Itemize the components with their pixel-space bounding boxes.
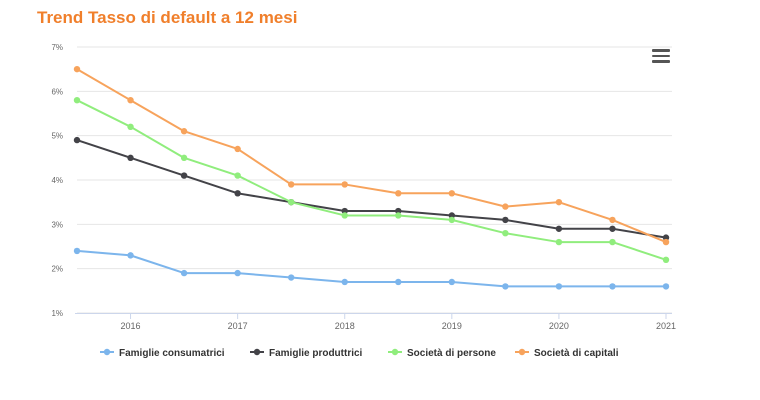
data-point: [448, 190, 456, 197]
data-point: [395, 212, 402, 219]
series-line: [76, 99, 667, 261]
axes: 1% 2% 3% 4% 5% 6% 7% 2016 2017 2018 2019 2020 2021: [51, 43, 676, 331]
series-line: [76, 139, 667, 239]
data-point: [180, 269, 188, 277]
data-point: [234, 145, 241, 153]
data-point: [73, 97, 81, 104]
data-point: [287, 274, 295, 281]
data-point: [609, 216, 616, 224]
data-point: [127, 154, 134, 162]
data-point: [127, 123, 134, 130]
y-tick-label: 5%: [51, 132, 63, 141]
x-tick-label: 2017: [228, 321, 248, 331]
data-point: [127, 252, 134, 259]
data-point: [448, 212, 456, 219]
y-tick-label: 4%: [51, 176, 63, 185]
data-point: [662, 238, 670, 246]
data-point: [395, 278, 402, 286]
y-tick-label: 3%: [51, 220, 63, 229]
data-point: [341, 181, 348, 188]
data-point: [234, 269, 241, 277]
data-point: [341, 278, 348, 286]
x-tick-label: 2020: [549, 321, 569, 331]
legend-symbol-marker: [391, 348, 399, 356]
data-point: [234, 172, 241, 179]
data-point: [73, 65, 81, 73]
data-point: [73, 136, 81, 144]
y-tick-label: 2%: [51, 265, 63, 274]
x-tick-label: 2016: [121, 321, 141, 331]
data-point: [448, 278, 456, 286]
y-tick-label: 1%: [51, 309, 63, 318]
data-point: [502, 216, 509, 224]
chart-title: Trend Tasso di default a 12 mesi: [37, 8, 298, 27]
data-point: [502, 230, 509, 237]
data-point: [341, 212, 348, 219]
data-point: [127, 97, 134, 104]
series-line: [76, 249, 666, 288]
data-point: [180, 154, 188, 162]
legend-item-label: Società di capitali: [534, 348, 619, 359]
data-point: [662, 234, 670, 241]
data-point: [287, 181, 295, 188]
data-point: [395, 207, 402, 215]
data-point: [502, 203, 509, 210]
x-tick-label: 2019: [442, 321, 462, 331]
data-point: [662, 256, 670, 263]
data-point: [395, 190, 402, 197]
hamburger-menu-icon[interactable]: [652, 49, 670, 65]
legend-symbol-marker: [103, 348, 111, 356]
data-point: [555, 283, 563, 290]
data-point: [609, 225, 616, 232]
data-point: [73, 247, 81, 255]
data-point: [180, 172, 188, 179]
data-point: [234, 190, 241, 197]
x-tick-label: 2018: [335, 321, 355, 331]
legend-symbol-marker: [518, 348, 526, 356]
data-point: [341, 207, 348, 215]
data-point: [502, 283, 509, 290]
data-point: [448, 216, 456, 224]
data-point: [555, 198, 563, 206]
series-line: [76, 68, 667, 243]
legend-item-label: Famiglie consumatrici: [119, 348, 225, 359]
x-tick-label: 2021: [656, 321, 676, 331]
legend-item-label: Famiglie produttrici: [269, 348, 363, 359]
grid-lines: [77, 46, 672, 314]
data-point: [555, 225, 563, 232]
data-point: [287, 198, 295, 206]
data-point: [609, 283, 616, 290]
legend-item-label: Società di persone: [407, 348, 496, 359]
legend: Famiglie consumatrici Famiglie produttric…: [100, 348, 619, 359]
data-point: [180, 128, 188, 135]
series-lines: [73, 65, 670, 290]
legend-symbol-marker: [253, 348, 261, 356]
y-tick-label: 6%: [51, 87, 63, 96]
data-point: [609, 238, 616, 246]
data-point: [662, 283, 670, 290]
y-tick-label: 7%: [51, 43, 63, 52]
data-point: [555, 238, 563, 246]
